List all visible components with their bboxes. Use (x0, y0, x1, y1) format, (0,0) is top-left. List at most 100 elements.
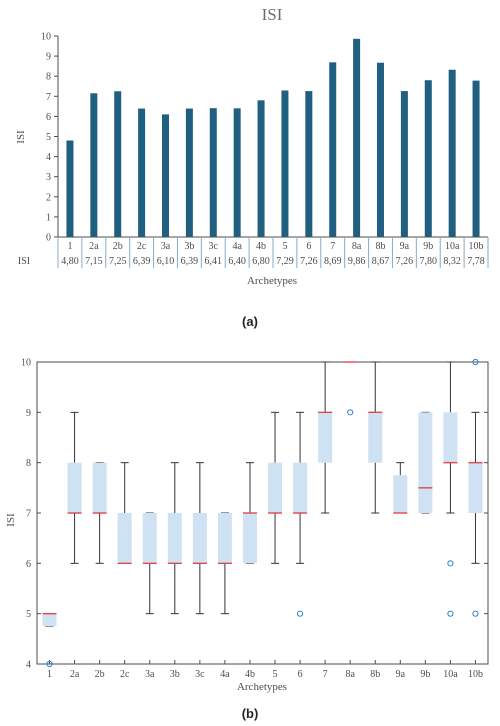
bar (472, 80, 480, 237)
x-tick-label: 3b (170, 669, 180, 680)
y-axis-label: ISI (15, 130, 27, 144)
box (468, 462, 483, 513)
x-tick-label: 8b (370, 669, 380, 680)
x-tick-label: 5 (282, 241, 287, 252)
y-tick-label: 6 (26, 559, 31, 570)
x-tick-label: 2a (89, 241, 99, 252)
x-tick-label: 3c (195, 669, 205, 680)
bar (66, 140, 74, 237)
bar (424, 80, 432, 237)
value-label: 7,29 (276, 256, 294, 267)
bar (377, 62, 384, 237)
x-tick-label: 3a (145, 669, 155, 680)
value-label: 6,41 (205, 256, 223, 267)
y-tick-label: 8 (46, 72, 51, 83)
value-label: 7,26 (300, 256, 318, 267)
box-plot-isi: ISI Archetypes 4 5 6 7 8 9 10 1 2a 2b 2c 3a 3b 3c 4a 4b… (5, 358, 489, 693)
x-axis-label: Archetypes (247, 275, 297, 287)
x-tick-label: 10a (443, 669, 458, 680)
y-tick-label: 5 (46, 132, 51, 143)
box (318, 412, 333, 463)
box (217, 513, 232, 564)
x-tick-label: 8b (376, 241, 386, 252)
value-label: 6,80 (252, 256, 270, 267)
box (368, 412, 383, 463)
x-tick-label: 10b (469, 241, 484, 252)
bar (114, 91, 122, 238)
value-label: 6,39 (181, 256, 199, 267)
x-tick-label: 9b (420, 669, 430, 680)
outlier-point (347, 409, 354, 416)
x-tick-label: 3a (161, 241, 171, 252)
x-tick-label: 1 (67, 241, 72, 252)
outlier-point (472, 358, 479, 366)
x-tick-label: 6 (306, 241, 311, 252)
x-tick-label: 5 (273, 669, 278, 680)
x-tick-label: 8a (345, 669, 355, 680)
value-label: 8,67 (372, 256, 390, 267)
y-tick-label: 10 (41, 32, 51, 43)
box (242, 513, 257, 564)
x-tick-label: 3b (184, 241, 194, 252)
outlier-point (296, 610, 304, 617)
box (192, 513, 207, 564)
bars (66, 38, 480, 238)
outlier-point (472, 610, 479, 617)
caption-b: (b) (242, 706, 259, 721)
box (42, 613, 57, 627)
boxes (42, 358, 483, 668)
x-tick-label: 10b (468, 669, 483, 680)
y-tick-label: 9 (46, 52, 51, 63)
bar (281, 90, 289, 237)
x-tick-label: 9a (400, 241, 410, 252)
x-tick-label: 2a (70, 669, 80, 680)
x-axis-label: Archetypes (237, 681, 287, 693)
x-tick-label: 7 (330, 241, 335, 252)
x-tick-label: 2c (120, 669, 130, 680)
y-tick-label: 3 (46, 172, 51, 183)
x-tick-label: 3c (209, 241, 219, 252)
x-tick-label: 4a (232, 241, 242, 252)
box (393, 475, 408, 513)
box (167, 513, 182, 564)
value-label: 8,32 (443, 256, 461, 267)
value-label: 8,69 (324, 256, 342, 267)
box (293, 462, 308, 513)
y-tick-label: 7 (46, 92, 51, 103)
table-row-label: ISI (18, 256, 30, 267)
bar (209, 108, 217, 237)
x-tick-label: 9a (396, 669, 406, 680)
value-label: 6,10 (157, 256, 175, 267)
value-label: 7,78 (467, 256, 485, 267)
y-tick-label: 5 (26, 609, 31, 620)
value-label: 9,86 (348, 256, 366, 267)
x-tick-label: 2c (137, 241, 147, 252)
y-tick-label: 9 (26, 408, 31, 419)
outlier-point (447, 610, 454, 617)
x-tick-label: 1 (47, 669, 52, 680)
x-tick-label: 4a (220, 669, 230, 680)
x-tick-label: 4b (245, 669, 255, 680)
value-table: 1 4,80 2a 7,15 2b 7,25 2c 6,39 3a 6,10 3b 6,39 3c 6,4… (57, 237, 489, 268)
chart-title: ISI (262, 5, 283, 24)
bar-chart-isi: ISI ISI Archetypes ISI 0 1 2 3 4 5 6 7 8 9 10 1 4,8… (15, 5, 489, 287)
axes: 4 5 6 7 8 9 10 1 2a 2b 2c 3a 3b 3c 4a 4b 5 6 7 8a 8b 9a 9b 10a 1… (21, 358, 489, 680)
x-tick-label: 4b (256, 241, 266, 252)
bar (138, 108, 146, 237)
x-tick-label: 6 (298, 669, 303, 680)
bar (90, 93, 98, 237)
outlier-point (447, 560, 454, 567)
y-tick-label: 1 (46, 212, 51, 223)
y-tick-label: 10 (21, 358, 31, 369)
outlier-point (46, 660, 53, 668)
bar (448, 69, 456, 237)
box (418, 412, 433, 513)
x-tick-label: 8a (352, 241, 362, 252)
x-tick-label: 7 (323, 669, 328, 680)
y-tick-label: 6 (46, 112, 51, 123)
bar (257, 100, 265, 237)
x-tick-label: 2b (95, 669, 105, 680)
value-label: 7,25 (109, 256, 127, 267)
y-tick-label: 4 (26, 660, 31, 671)
